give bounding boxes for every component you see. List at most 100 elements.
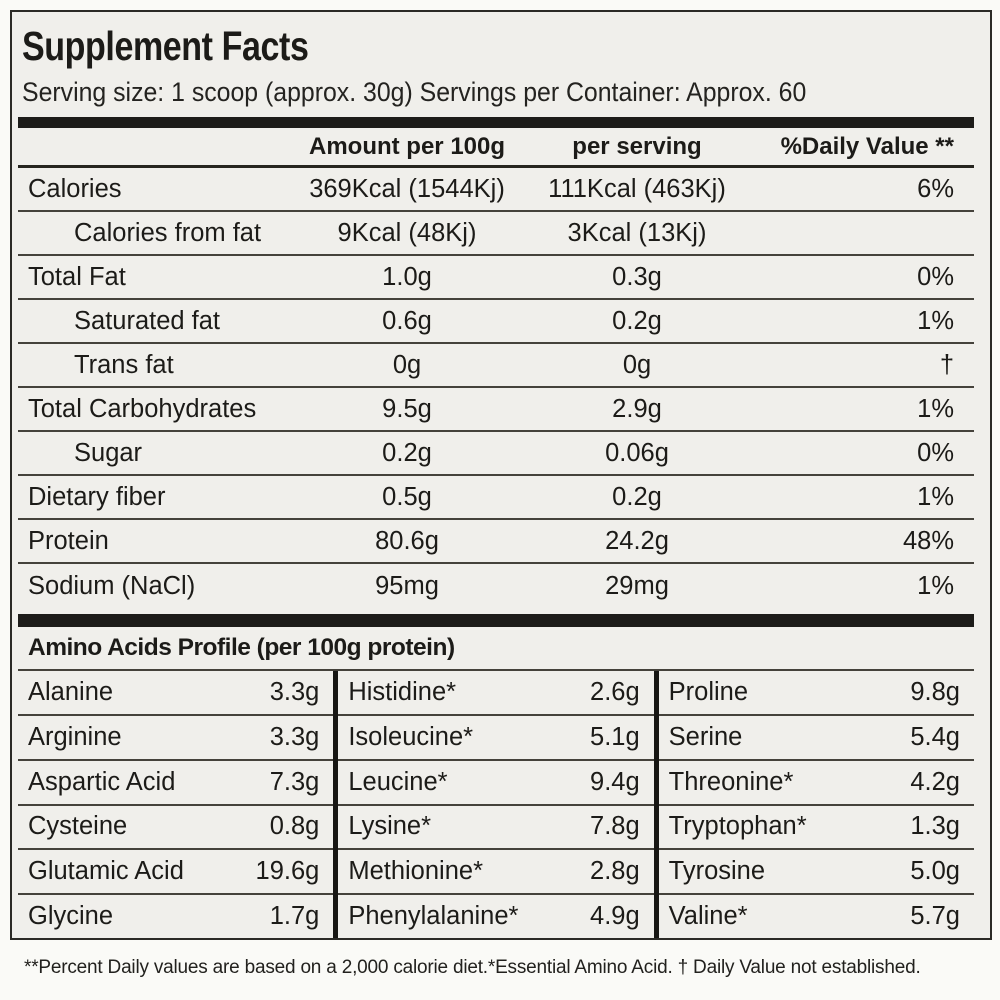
amino-column-1: Alanine 3.3g Arginine 3.3g Aspartic Acid… [18, 671, 334, 938]
amino-row-tryptophan: Tryptophan* 1.3g [658, 806, 974, 851]
nutrient-name: Total Fat [28, 262, 126, 291]
amount-per-100g-value: 0g [392, 350, 422, 379]
amino-name: Histidine* [348, 678, 457, 706]
per-serving-value: 29mg [605, 571, 669, 600]
daily-value: 0% [917, 438, 954, 467]
table-row-sodium: Sodium (NaCl) 95mg 29mg 1% [18, 564, 974, 608]
section-divider-bar [18, 614, 974, 628]
amino-value: 9.8g [910, 678, 960, 706]
nutrient-name: Protein [28, 526, 109, 555]
nutrient-name: Dietary fiber [28, 482, 166, 511]
amino-row-valine: Valine* 5.7g [659, 895, 974, 938]
amino-name: Valine* [668, 902, 748, 931]
nutrient-name: Calories [28, 174, 122, 203]
amino-name: Isoleucine* [348, 722, 474, 751]
footnote: **Percent Daily values are based on a 2,… [24, 957, 921, 978]
amino-name: Alanine [28, 678, 114, 706]
amino-name: Tryptophan* [668, 812, 807, 841]
table-header-row: Amount per 100g per serving %Daily Value… [18, 128, 974, 169]
amino-row-isoleucine: Isoleucine* 5.1g [338, 716, 654, 761]
amino-acids-heading: Amino Acids Profile (per 100g protein) [18, 627, 974, 672]
amino-name: Aspartic Acid [28, 767, 176, 796]
amino-acids-table: Alanine 3.3g Arginine 3.3g Aspartic Acid… [18, 671, 974, 938]
amino-name: Glutamic Acid [28, 857, 184, 886]
amount-per-100g-value: 0.5g [382, 482, 432, 511]
table-row-dietary-fiber: Dietary fiber 0.5g 0.2g 1% [18, 476, 974, 521]
nutrient-name: Sugar [74, 438, 143, 467]
amino-value: 0.8g [269, 812, 320, 841]
table-row-total-fat: Total Fat 1.0g 0.3g 0% [18, 256, 974, 301]
header-per-serving: per serving [572, 132, 702, 160]
daily-value: † [939, 350, 954, 379]
amino-row-methionine: Methionine* 2.8g [338, 850, 654, 896]
amino-name: Arginine [28, 722, 122, 751]
supplement-facts-panel: Supplement Facts Serving size: 1 scoop (… [10, 10, 992, 940]
amino-row-phenylalanine: Phenylalanine* 4.9g [338, 895, 653, 938]
amino-value: 7.3g [269, 767, 320, 796]
amino-row-leucine: Leucine* 9.4g [338, 761, 654, 806]
amino-name: Threonine* [668, 767, 794, 796]
amino-column-3: Proline 9.8g Serine 5.4g Threonine* 4.2g… [658, 671, 974, 938]
amino-row-lysine: Lysine* 7.8g [338, 806, 654, 851]
table-row-protein: Protein 80.6g 24.2g 48% [18, 520, 974, 565]
amino-row-cysteine: Cysteine 0.8g [18, 806, 334, 851]
per-serving-value: 0.3g [612, 262, 662, 291]
per-serving-value: 111Kcal (463Kj) [548, 174, 726, 203]
table-row-sugar: Sugar 0.2g 0.06g 0% [18, 432, 974, 477]
amino-row-serine: Serine 5.4g [658, 716, 974, 761]
amount-per-100g-value: 369Kcal (1544Kj) [309, 174, 505, 203]
amount-per-100g-value: 9Kcal (48Kj) [337, 218, 477, 247]
amino-column-2: Histidine* 2.6g Isoleucine* 5.1g Leucine… [338, 671, 654, 938]
vertical-divider [653, 671, 659, 938]
amino-row-alanine: Alanine 3.3g [18, 671, 334, 716]
amino-value: 5.7g [910, 902, 960, 931]
amino-name: Leucine* [348, 767, 448, 796]
amino-name: Proline [668, 678, 749, 706]
vertical-divider [333, 671, 339, 938]
amino-row-tyrosine: Tyrosine 5.0g [658, 850, 974, 896]
per-serving-value: 3Kcal (13Kj) [567, 218, 707, 247]
per-serving-value: 0.2g [612, 306, 662, 335]
daily-value: 1% [917, 394, 954, 423]
amino-name: Cysteine [28, 812, 128, 841]
amino-value: 19.6g [255, 857, 320, 886]
amino-value: 7.8g [590, 812, 640, 841]
amino-value: 2.6g [590, 678, 640, 706]
amino-value: 5.0g [910, 857, 960, 886]
amount-per-100g-value: 0.2g [382, 438, 432, 467]
daily-value: 6% [917, 174, 954, 203]
amino-name: Tyrosine [668, 857, 766, 886]
header-daily-value: %Daily Value ** [780, 132, 954, 160]
table-row-calories-from-fat: Calories from fat 9Kcal (48Kj) 3Kcal (13… [18, 212, 974, 257]
amino-row-glutamic-acid: Glutamic Acid 19.6g [18, 850, 334, 896]
amino-name: Glycine [28, 902, 114, 931]
per-serving-value: 24.2g [605, 526, 669, 555]
daily-value: 0% [917, 262, 954, 291]
nutrient-name: Trans fat [74, 350, 174, 379]
amount-per-100g-value: 95mg [375, 571, 439, 600]
daily-value: 48% [902, 526, 954, 555]
amino-row-proline: Proline 9.8g [658, 671, 974, 716]
amino-value: 3.3g [269, 678, 320, 706]
amino-value: 9.4g [590, 767, 640, 796]
table-row-calories: Calories 369Kcal (1544Kj) 111Kcal (463Kj… [18, 168, 974, 213]
header-amount-per-100g: Amount per 100g [308, 132, 506, 160]
amount-per-100g-value: 9.5g [382, 394, 432, 423]
amino-value: 5.4g [910, 722, 960, 751]
amino-row-glycine: Glycine 1.7g [18, 895, 333, 938]
amino-value: 1.7g [269, 902, 320, 931]
amount-per-100g-value: 1.0g [382, 262, 432, 291]
per-serving-value: 2.9g [612, 394, 662, 423]
amino-row-threonine: Threonine* 4.2g [658, 761, 974, 806]
amino-value: 5.1g [590, 722, 640, 751]
table-row-trans-fat: Trans fat 0g 0g † [18, 344, 974, 389]
amino-value: 3.3g [269, 722, 320, 751]
daily-value: 1% [917, 571, 954, 600]
amount-per-100g-value: 0.6g [382, 306, 432, 335]
serving-info: Serving size: 1 scoop (approx. 30g) Serv… [22, 77, 807, 108]
section-divider-bar [18, 117, 974, 129]
amino-value: 4.9g [590, 902, 640, 931]
amino-name: Methionine* [348, 857, 483, 886]
amino-value: 4.2g [910, 767, 960, 796]
amino-value: 1.3g [910, 812, 960, 841]
